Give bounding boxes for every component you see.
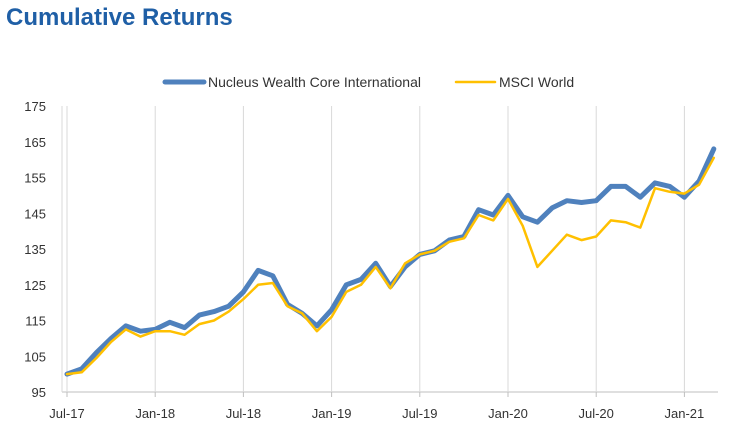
legend-label: MSCI World [499,74,574,90]
x-tick-label: Jan-19 [312,406,352,421]
x-tick-label: Jan-20 [488,406,528,421]
series-line-nucleus-wealth [64,146,717,377]
y-tick-label: 105 [24,349,46,364]
series-line-msci-world [65,156,716,376]
grid-lines [61,106,718,397]
y-tick-label: 155 [24,171,46,186]
y-tick-label: 95 [32,385,46,400]
y-tick-label: 135 [24,242,46,257]
x-tick-label: Jul-17 [49,406,84,421]
x-tick-label: Jul-18 [226,406,261,421]
x-tick-label: Jul-20 [578,406,613,421]
y-axis-tick-labels: 175 165 155 145 135 125 115 105 95 [24,99,46,400]
x-axis-tick-labels: Jul-17 Jan-18 Jul-18 Jan-19 Jul-19 Jan-20 Jul-… [49,406,704,421]
y-tick-label: 165 [24,135,46,150]
legend: Nucleus Wealth Core International MSCI Wo… [162,74,574,90]
y-tick-label: 175 [24,99,46,114]
chart-title: Cumulative Returns [6,4,233,31]
y-tick-label: 145 [24,206,46,221]
legend-label: Nucleus Wealth Core International [208,74,421,90]
x-tick-label: Jul-19 [402,406,437,421]
x-tick-label: Jan-18 [135,406,175,421]
y-tick-label: 125 [24,278,46,293]
x-tick-label: Jan-21 [665,406,705,421]
y-tick-label: 115 [25,314,46,329]
series-lines [64,146,717,377]
